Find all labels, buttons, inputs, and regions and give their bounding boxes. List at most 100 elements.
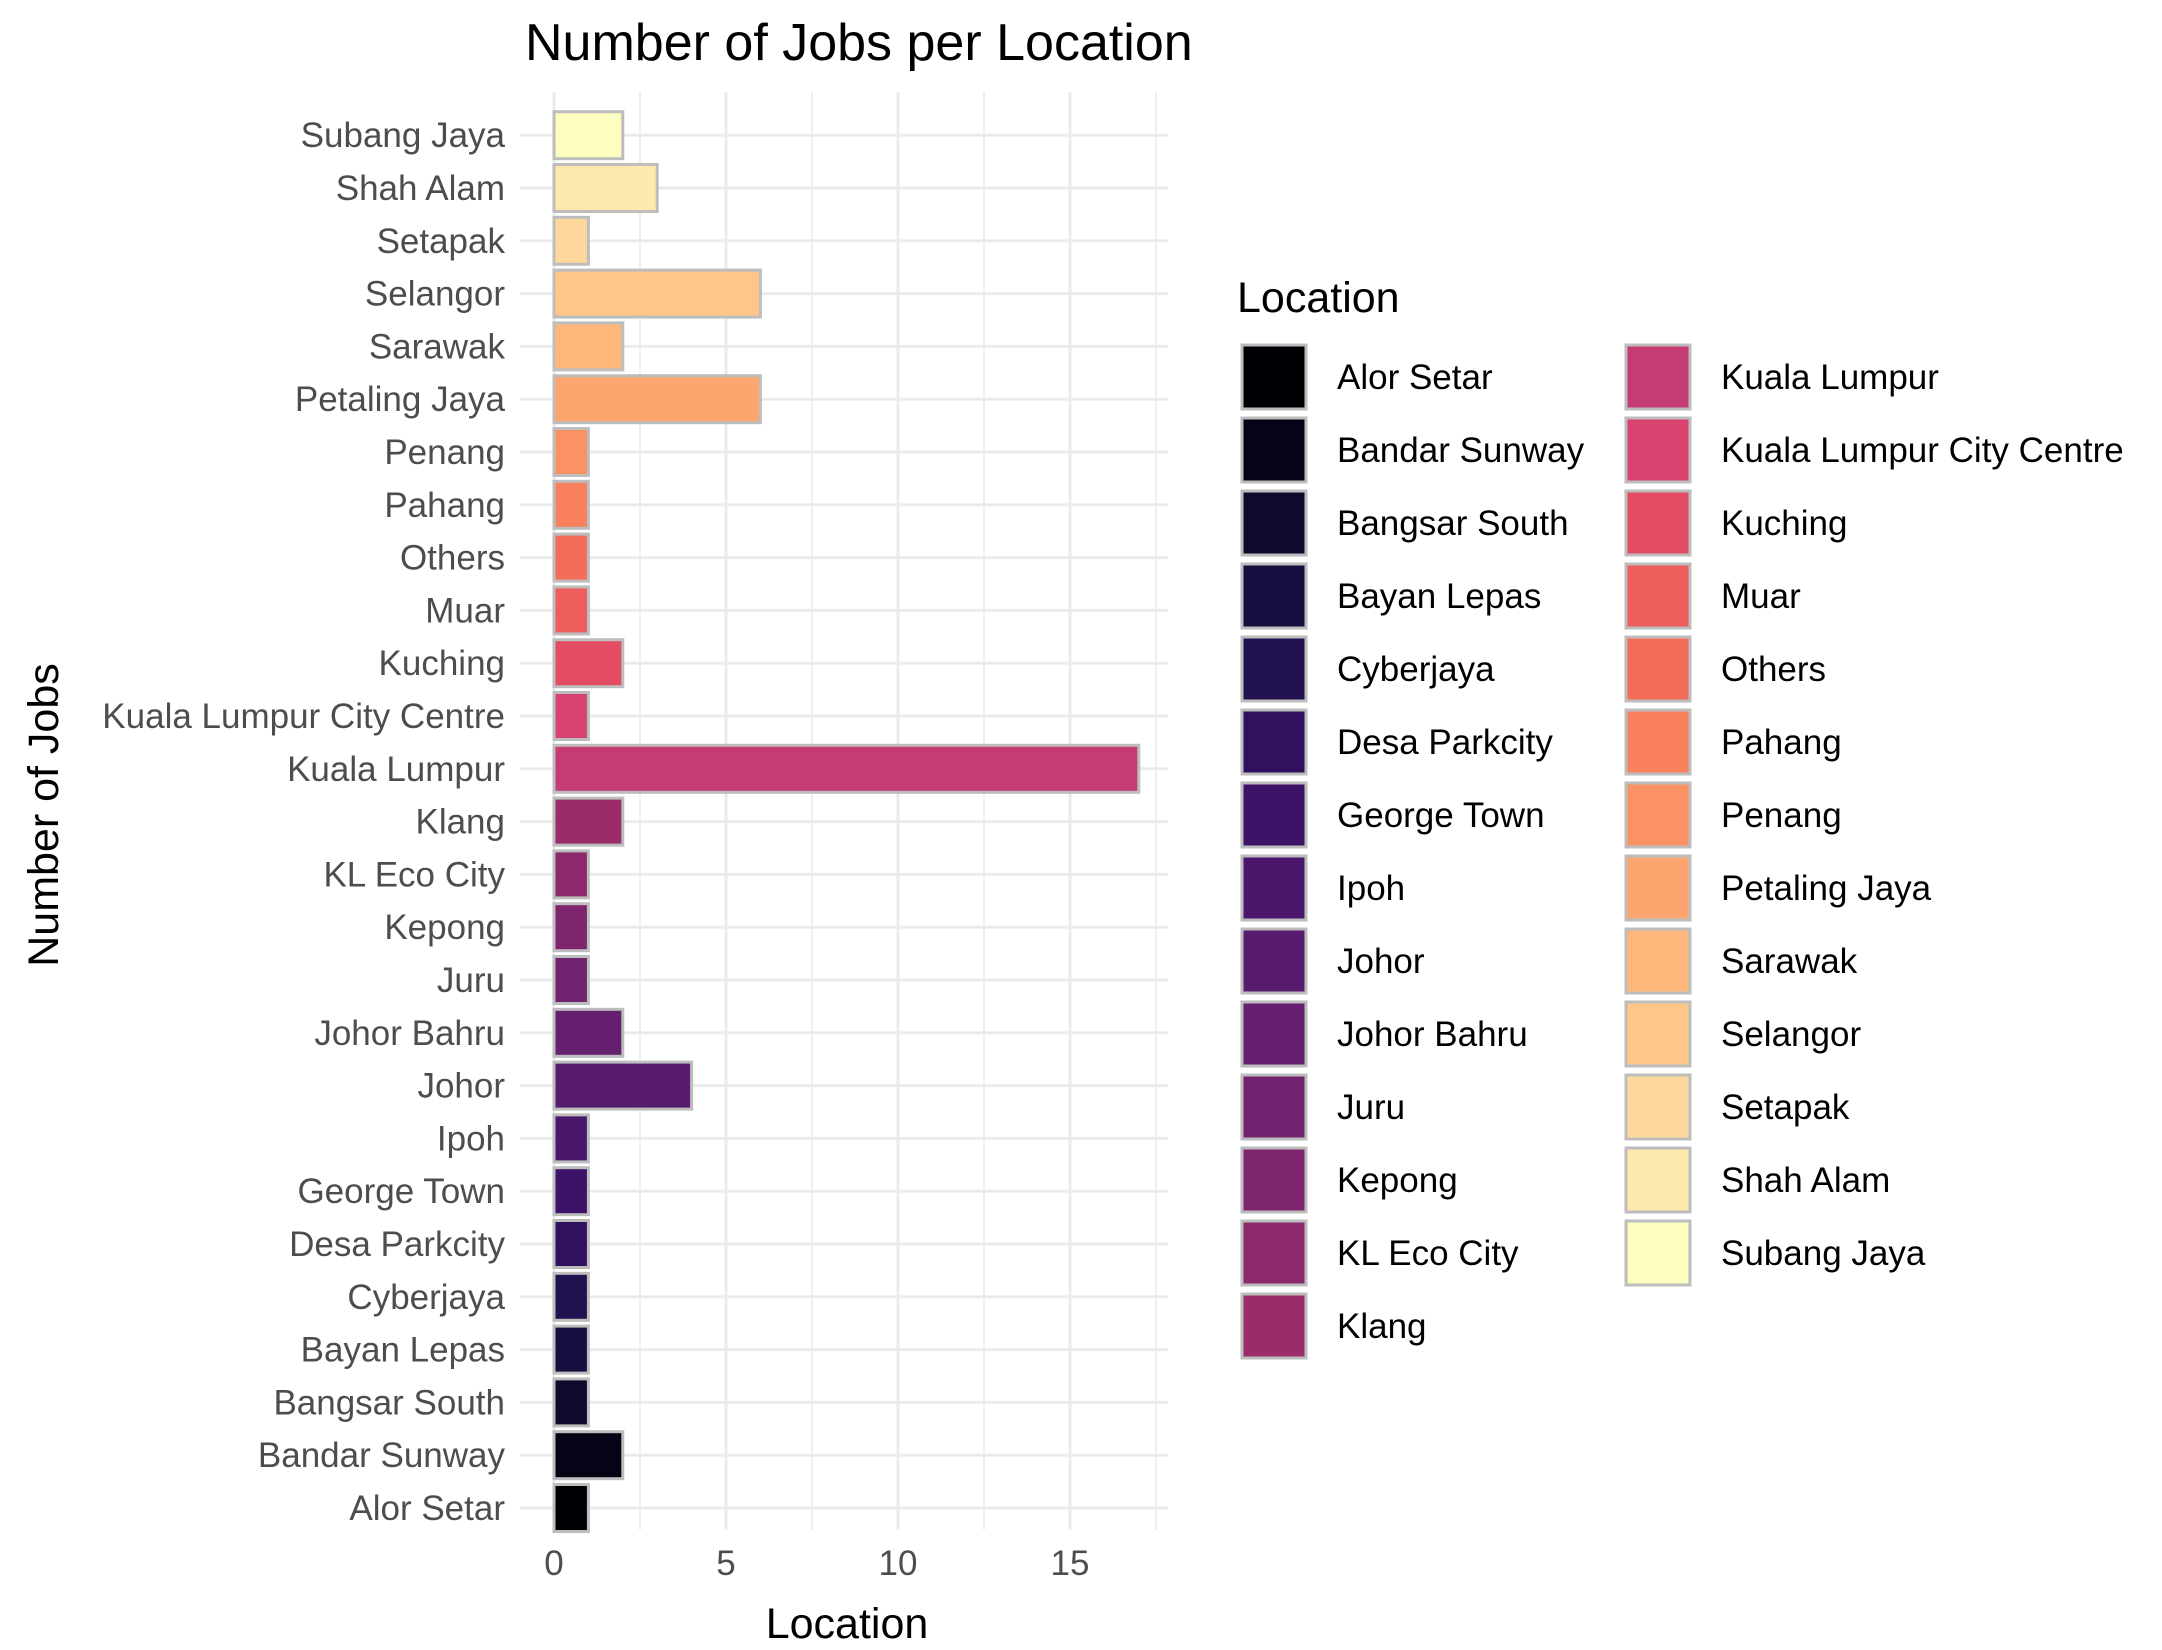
legend-swatch-bayan-lepas: [1240, 562, 1308, 630]
legend-swatch-selangor: [1624, 1000, 1692, 1068]
category-label-others: Others: [400, 539, 505, 578]
x-tick-label: 5: [716, 1544, 735, 1583]
chart-title: Number of Jobs per Location: [525, 14, 1193, 72]
bar-bayan-lepas: [552, 1324, 590, 1375]
legend-swatch-sarawak: [1624, 927, 1692, 995]
legend-label-kuala-lumpur-city-centre: Kuala Lumpur City Centre: [1721, 431, 2124, 470]
legend-label-shah-alam: Shah Alam: [1721, 1161, 1890, 1200]
bar-alor-setar: [552, 1483, 590, 1533]
category-label-juru: Juru: [437, 961, 505, 1000]
category-label-kuala-lumpur: Kuala Lumpur: [287, 750, 505, 789]
legend-title: Location: [1237, 274, 1400, 322]
x-tick-label: 10: [879, 1544, 918, 1583]
legend-swatch-kuala-lumpur: [1624, 343, 1692, 411]
legend-swatch-shah-alam: [1624, 1146, 1692, 1214]
legend-swatch-ipoh: [1240, 854, 1308, 922]
legend-label-bandar-sunway: Bandar Sunway: [1337, 431, 1585, 470]
legend-label-kepong: Kepong: [1337, 1161, 1458, 1200]
legend-label-bangsar-south: Bangsar South: [1337, 504, 1569, 543]
category-label-penang: Penang: [384, 433, 505, 472]
category-label-ipoh: Ipoh: [437, 1119, 505, 1158]
legend-label-pahang: Pahang: [1721, 723, 1842, 762]
category-label-petaling-jaya: Petaling Jaya: [295, 380, 506, 419]
category-label-alor-setar: Alor Setar: [349, 1489, 505, 1528]
legend-swatch-george-town: [1240, 781, 1308, 849]
bar-subang-jaya: [552, 110, 625, 161]
legend-swatch-kuala-lumpur-city-centre: [1624, 416, 1692, 484]
legend-label-others: Others: [1721, 650, 1826, 689]
category-label-george-town: George Town: [297, 1172, 505, 1211]
legend-label-kuala-lumpur: Kuala Lumpur: [1721, 358, 1939, 397]
legend-label-bayan-lepas: Bayan Lepas: [1337, 577, 1541, 616]
legend-label-penang: Penang: [1721, 796, 1842, 835]
category-label-bandar-sunway: Bandar Sunway: [258, 1436, 506, 1475]
legend-swatch-muar: [1624, 562, 1692, 630]
category-label-bayan-lepas: Bayan Lepas: [301, 1331, 505, 1370]
legend-label-subang-jaya: Subang Jaya: [1721, 1234, 1926, 1273]
legend-swatch-subang-jaya: [1624, 1219, 1692, 1287]
bars: [552, 110, 1141, 1533]
bar-juru: [552, 955, 590, 1005]
legend-label-kuching: Kuching: [1721, 504, 1847, 543]
bar-kuala-lumpur-city-centre: [552, 691, 590, 741]
legend-swatch-juru: [1240, 1073, 1308, 1141]
legend-label-klang: Klang: [1337, 1307, 1427, 1346]
category-label-bangsar-south: Bangsar South: [273, 1383, 505, 1422]
legend-swatch-alor-setar: [1240, 343, 1308, 411]
bar-pahang: [552, 479, 590, 530]
category-label-muar: Muar: [425, 591, 505, 630]
bar-penang: [552, 427, 590, 477]
bar-selangor: [552, 268, 762, 319]
bar-kepong: [552, 902, 590, 953]
legend-label-sarawak: Sarawak: [1721, 942, 1858, 981]
bar-ipoh: [552, 1113, 590, 1164]
category-label-desa-parkcity: Desa Parkcity: [289, 1225, 505, 1264]
legend-swatch-penang: [1624, 781, 1692, 849]
legend-label-selangor: Selangor: [1721, 1015, 1861, 1054]
legend-label-desa-parkcity: Desa Parkcity: [1337, 723, 1553, 762]
category-labels: Alor Setar Bandar Sunway Bangsar South Baya…: [102, 116, 505, 1528]
category-label-setapak: Setapak: [377, 222, 506, 261]
category-label-shah-alam: Shah Alam: [336, 169, 505, 208]
legend: Location Alor Setar Bandar Sunway Bangsar …: [1237, 274, 2124, 1360]
legend-label-johor-bahru: Johor Bahru: [1337, 1015, 1528, 1054]
bar-kuala-lumpur: [552, 743, 1141, 794]
bar-desa-parkcity: [552, 1219, 590, 1269]
legend-label-george-town: George Town: [1337, 796, 1545, 835]
legend-label-alor-setar: Alor Setar: [1337, 358, 1493, 397]
y-axis-title: Number of Jobs: [20, 663, 68, 967]
bar-others: [552, 532, 590, 583]
bar-kuching: [552, 638, 625, 689]
category-label-klang: Klang: [415, 803, 505, 842]
bar-kl-eco-city: [552, 849, 590, 900]
x-axis-title: Location: [766, 1600, 929, 1648]
legend-items: Alor Setar Bandar Sunway Bangsar South Baya…: [1240, 343, 2124, 1360]
legend-swatch-klang: [1240, 1292, 1308, 1360]
legend-label-muar: Muar: [1721, 577, 1801, 616]
x-tick-labels: 0 5 10 15: [544, 1544, 1089, 1583]
legend-label-johor: Johor: [1337, 942, 1425, 981]
legend-swatch-johor-bahru: [1240, 1000, 1308, 1068]
legend-swatch-kl-eco-city: [1240, 1219, 1308, 1287]
category-label-johor-bahru: Johor Bahru: [314, 1014, 505, 1053]
bar-bangsar-south: [552, 1377, 590, 1428]
category-label-selangor: Selangor: [365, 275, 505, 314]
category-label-kepong: Kepong: [384, 908, 505, 947]
bar-petaling-jaya: [552, 374, 762, 425]
legend-label-setapak: Setapak: [1721, 1088, 1850, 1127]
legend-label-juru: Juru: [1337, 1088, 1405, 1127]
bar-sarawak: [552, 321, 625, 372]
category-label-johor: Johor: [417, 1067, 505, 1106]
category-label-sarawak: Sarawak: [369, 327, 506, 366]
legend-swatch-bangsar-south: [1240, 489, 1308, 557]
bar-shah-alam: [552, 163, 659, 213]
legend-label-cyberjaya: Cyberjaya: [1337, 650, 1495, 689]
legend-label-kl-eco-city: KL Eco City: [1337, 1234, 1519, 1273]
category-label-kl-eco-city: KL Eco City: [323, 855, 505, 894]
category-label-pahang: Pahang: [384, 486, 505, 525]
legend-swatch-others: [1624, 635, 1692, 703]
x-tick-label: 0: [544, 1544, 563, 1583]
bar-johor-bahru: [552, 1007, 625, 1058]
legend-swatch-pahang: [1624, 708, 1692, 776]
